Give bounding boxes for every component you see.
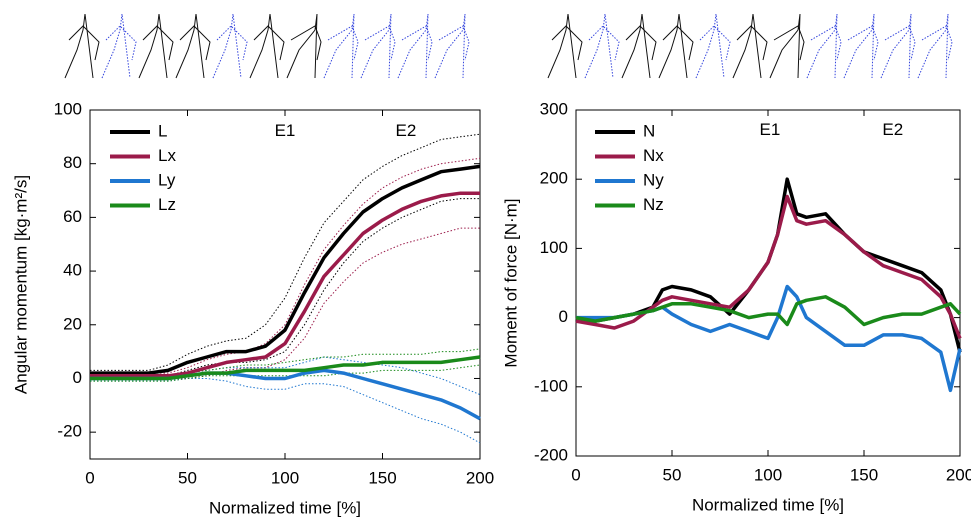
- stick-figure: [290, 25, 322, 61]
- stick-figure: [621, 13, 651, 79]
- stick-figure: [699, 25, 731, 61]
- series-line: [575, 295, 962, 327]
- legend-label: Lz: [158, 195, 176, 214]
- stick-figure: [212, 13, 242, 79]
- stick-figure: [806, 13, 838, 79]
- stick-figure: [253, 25, 285, 61]
- x-tick-label: 200: [946, 465, 971, 484]
- stick-figure: [138, 13, 168, 79]
- x-tick-label: 50: [663, 465, 682, 484]
- stick-figure: [769, 13, 801, 79]
- stick-figure: [732, 13, 762, 79]
- stick-figure: [810, 25, 842, 61]
- legend-label: Ny: [643, 170, 664, 189]
- plot-frame: [89, 109, 481, 460]
- y-tick-label: 40: [63, 261, 82, 280]
- band-line: [90, 378, 481, 444]
- stick-figure: [662, 25, 694, 61]
- y-tick-label: 80: [63, 153, 82, 172]
- stick-figure: [360, 13, 392, 79]
- stick-figure: [588, 25, 620, 61]
- stick-figure: [327, 25, 359, 61]
- stick-figure: [880, 13, 912, 79]
- stick-figure: [64, 13, 94, 79]
- stick-figure: [658, 13, 688, 79]
- annotation: E2: [882, 120, 903, 139]
- stick-figure: [884, 25, 916, 61]
- y-tick-label: 20: [63, 314, 82, 333]
- series-line: [576, 284, 962, 393]
- stick-figure: [179, 25, 211, 61]
- band-line: [90, 227, 480, 379]
- x-tick-label: 0: [85, 468, 94, 487]
- x-tick-label: 150: [368, 468, 396, 487]
- x-tick-label: 50: [178, 468, 197, 487]
- stick-figure: [917, 13, 949, 79]
- stick-figure: [551, 25, 583, 61]
- y-tick-label: -100: [534, 376, 568, 395]
- band-line: [90, 157, 481, 374]
- x-axis-label: Normalized time [%]: [209, 498, 361, 517]
- stick-figure: [323, 13, 355, 79]
- x-tick-label: 0: [571, 465, 580, 484]
- x-tick-label: 150: [850, 465, 878, 484]
- stick-figure: [736, 25, 768, 61]
- y-tick-label: 100: [540, 238, 568, 257]
- stick-figure: [843, 13, 875, 79]
- stick-figure: [584, 13, 614, 79]
- stick-figure: [847, 25, 879, 61]
- stick-figure: [434, 13, 466, 79]
- y-tick-label: 60: [63, 207, 82, 226]
- x-tick-label: 200: [466, 468, 494, 487]
- stick-figure: [438, 25, 470, 61]
- legend-label: Nz: [643, 195, 664, 214]
- stick-figure: [175, 13, 205, 79]
- plot-frame: [575, 109, 961, 457]
- legend-label: Lx: [158, 146, 176, 165]
- y-axis-label: Angular momentum [kg·m²/s]: [11, 175, 30, 394]
- stick-figure: [397, 13, 429, 79]
- y-tick-label: 0: [559, 307, 568, 326]
- y-tick-label: -20: [57, 422, 82, 441]
- annotation: E1: [760, 120, 781, 139]
- stick-figure: [105, 25, 137, 61]
- y-tick-label: 100: [54, 99, 82, 118]
- series-line: [90, 164, 481, 375]
- legend-label: Nx: [643, 146, 664, 165]
- stick-figure: [101, 13, 131, 79]
- stick-figure: [921, 25, 953, 61]
- band-line: [90, 198, 480, 377]
- stick-figure: [625, 25, 657, 61]
- x-tick-label: 100: [754, 465, 782, 484]
- stick-figure: [249, 13, 279, 79]
- legend-label: Ly: [158, 170, 176, 189]
- series-line: [575, 194, 962, 340]
- legend-label: L: [158, 121, 167, 140]
- band-line: [90, 364, 481, 382]
- stick-figure: [401, 25, 433, 61]
- stick-figure: [142, 25, 174, 61]
- y-tick-label: 200: [540, 169, 568, 188]
- y-tick-label: 0: [73, 368, 82, 387]
- series-line: [90, 191, 480, 378]
- legend-label: N: [643, 121, 655, 140]
- stick-figure: [68, 25, 100, 61]
- x-axis-label: Normalized time [%]: [692, 495, 844, 514]
- y-tick-label: -200: [534, 445, 568, 464]
- series-line: [90, 355, 481, 381]
- x-tick-label: 100: [271, 468, 299, 487]
- annotation: E2: [396, 121, 417, 140]
- stick-figure: [547, 13, 577, 79]
- stick-figure: [286, 13, 318, 79]
- stick-figure: [364, 25, 396, 61]
- stick-figure: [216, 25, 248, 61]
- stick-figure: [695, 13, 725, 79]
- y-axis-label: Moment of force [N·m]: [501, 198, 520, 367]
- stick-figures: [64, 13, 953, 79]
- annotation: E1: [275, 121, 296, 140]
- stick-figure: [773, 25, 805, 61]
- y-tick-label: 300: [540, 99, 568, 118]
- band-line: [90, 348, 481, 377]
